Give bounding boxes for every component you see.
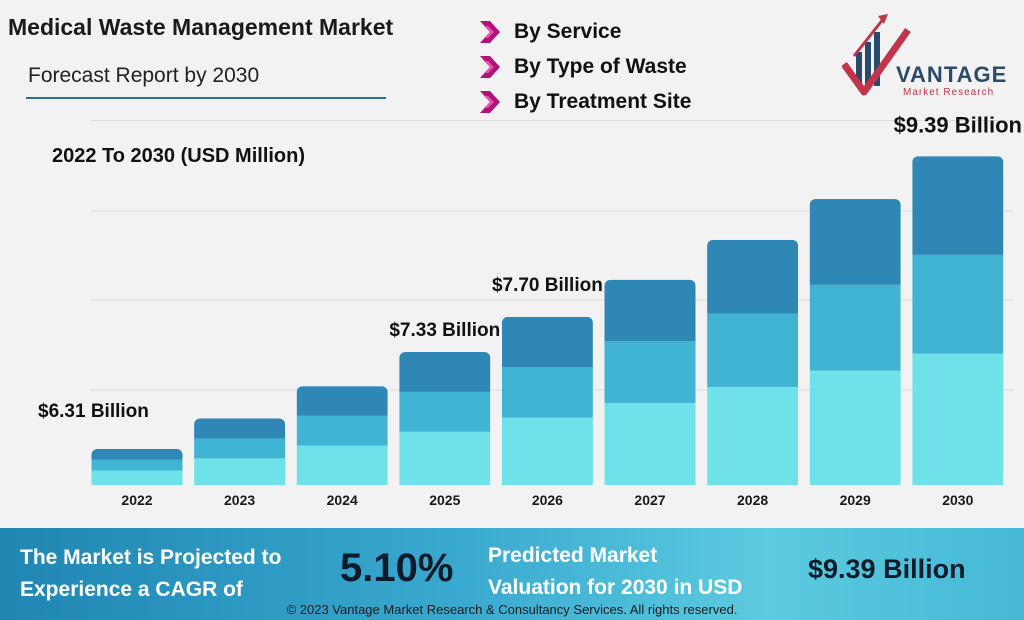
bar-segment-bottom (194, 458, 286, 485)
bar-segment-top (399, 352, 491, 392)
predicted-text-line2: Valuation for 2030 in USD (488, 576, 743, 599)
bar-segment-bottom (501, 417, 593, 485)
bar-2028 (707, 239, 799, 485)
data-label-2025: $7.33 Billion (389, 320, 500, 341)
data-label-2030: $9.39 Billion (894, 112, 1022, 137)
bar-2023 (194, 418, 286, 485)
bar-2026 (501, 316, 593, 485)
subtitle-underline (26, 97, 386, 99)
bar-segment-middle (296, 415, 388, 446)
data-label-2022: $6.31 Billion (38, 401, 149, 422)
chart-top-rule (90, 120, 1014, 121)
bar-segment-bottom (91, 470, 183, 485)
bar-2025 (399, 352, 491, 485)
chart-bars (91, 156, 1004, 485)
report-subtitle: Forecast Report by 2030 (28, 64, 260, 87)
segment-item-service: By Service (480, 14, 691, 49)
chevron-right-icon (480, 90, 500, 113)
bar-segment-middle (194, 438, 286, 459)
segment-label: By Treatment Site (514, 89, 692, 113)
bar-segment-bottom (912, 353, 1004, 485)
bar-segment-top (604, 279, 696, 342)
report-title: Medical Waste Management Market (8, 14, 394, 40)
bar-segment-middle (912, 254, 1004, 354)
x-tick-label: 2029 (840, 492, 871, 508)
bar-segment-middle (707, 313, 799, 387)
bar-segment-bottom (296, 445, 388, 485)
bar-2024 (296, 386, 388, 485)
chart-labels: 2022 2023 2024 2025 2026 2027 2028 2029 2030 $6.3… (38, 112, 1022, 508)
bar-2022 (91, 448, 183, 485)
bar-segment-top (912, 156, 1004, 255)
chevron-right-icon (480, 20, 500, 43)
bar-segment-bottom (399, 431, 491, 485)
segment-label: By Service (514, 19, 622, 43)
bar-segment-middle (91, 459, 183, 471)
bar-segment-bottom (809, 370, 901, 485)
bar-segment-top (501, 316, 593, 368)
bar-segment-bottom (604, 402, 696, 485)
bar-2030 (912, 156, 1004, 485)
bar-2029 (809, 199, 901, 485)
bar-segment-bottom (707, 386, 799, 485)
x-tick-label: 2027 (634, 492, 665, 508)
bar-segment-middle (399, 391, 491, 432)
cagr-value: 5.10% (340, 546, 454, 590)
segment-label: By Type of Waste (514, 54, 687, 78)
report-header: Medical Waste Management Market Forecast… (0, 0, 1024, 120)
x-tick-label: 2024 (327, 492, 358, 508)
bar-segment-middle (604, 341, 696, 403)
bar-segment-middle (501, 367, 593, 418)
segment-item-type-of-waste: By Type of Waste (480, 49, 691, 84)
data-label-2026: $7.70 Billion (492, 275, 603, 296)
rising-bars-checkmark-icon (842, 14, 911, 96)
cagr-text-line2: Experience a CAGR of (20, 578, 243, 601)
copyright-notice: © 2023 Vantage Market Research & Consult… (286, 602, 738, 617)
bar-2027 (604, 279, 696, 485)
x-tick-label: 2022 (121, 492, 152, 508)
bar-segment-top (296, 386, 388, 416)
summary-footer: The Market is Projected to Experience a … (0, 528, 1024, 620)
predicted-text-line1: Predicted Market (488, 544, 658, 567)
segment-list: By Service By Type of Waste By Treatment… (480, 14, 691, 119)
stacked-bar-chart: 2022 2023 2024 2025 2026 2027 2028 2029 2030 $6.3… (38, 112, 1022, 508)
bar-segment-top (809, 199, 901, 285)
chart-subtitle: 2022 To 2030 (USD Million) (52, 145, 306, 167)
segment-item-treatment-site: By Treatment Site (480, 84, 691, 119)
x-tick-label: 2026 (532, 492, 563, 508)
logo-wordmark: VANTAGE (896, 62, 1008, 87)
x-tick-label: 2025 (429, 492, 460, 508)
cagr-text-line1: The Market is Projected to (20, 546, 282, 569)
bar-segment-middle (809, 284, 901, 371)
logo-tagline: Market Research (903, 87, 995, 98)
bar-segment-top (707, 239, 799, 314)
x-tick-label: 2030 (942, 492, 973, 508)
bar-segment-top (91, 448, 183, 460)
x-tick-label: 2028 (737, 492, 768, 508)
predicted-value: $9.39 Billion (808, 554, 966, 584)
chevron-right-icon (480, 55, 500, 78)
bar-segment-top (194, 418, 286, 439)
x-tick-label: 2023 (224, 492, 255, 508)
